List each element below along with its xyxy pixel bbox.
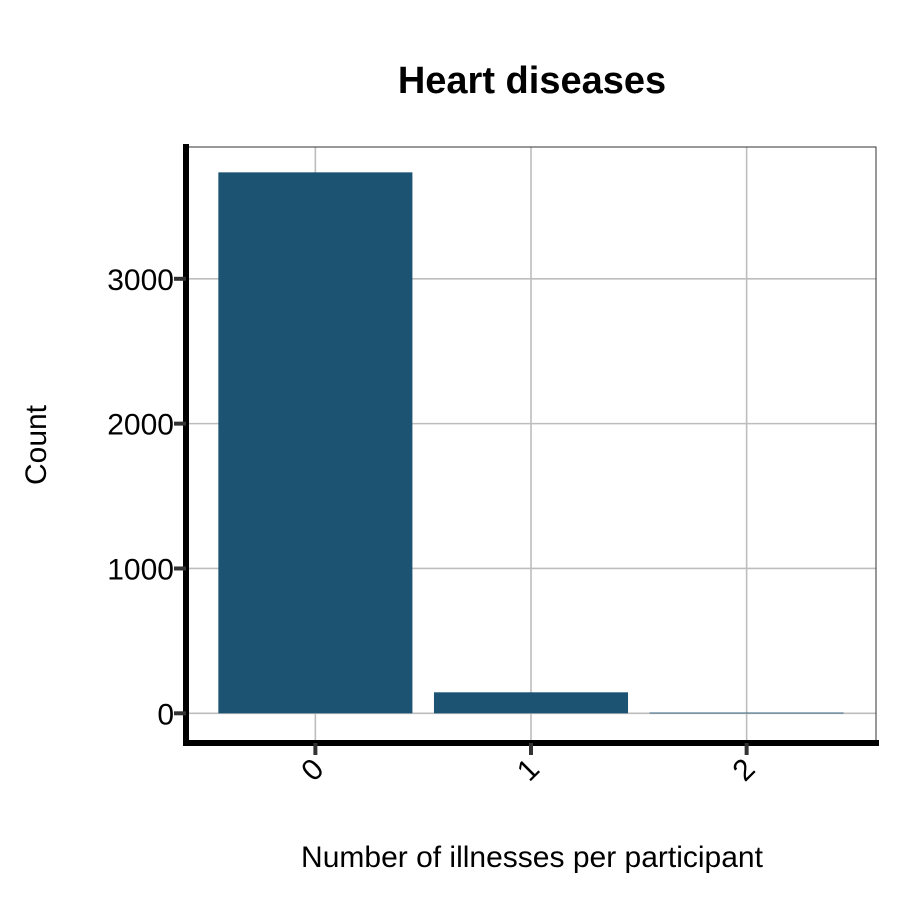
x-tick-label-2: 2 [726,753,761,788]
bar-2 [649,712,844,714]
bar-0 [218,172,413,714]
chart-title: Heart diseases [398,60,666,102]
y-tick-label-2000: 2000 [107,409,174,442]
x-tick-label-0: 0 [295,753,330,788]
bar-1 [433,692,629,714]
y-tick-label-0: 0 [157,698,174,731]
x-axis-ticks: 0 1 2 [295,743,762,788]
y-tick-label-3000: 3000 [107,264,174,297]
y-axis-ticks: 0 1000 2000 3000 [107,264,186,731]
y-axis-title: Count [20,404,53,485]
bars [218,172,844,714]
x-axis-title: Number of illnesses per participant [301,841,764,874]
y-tick-label-1000: 1000 [107,553,174,586]
x-tick-label-1: 1 [511,753,546,788]
